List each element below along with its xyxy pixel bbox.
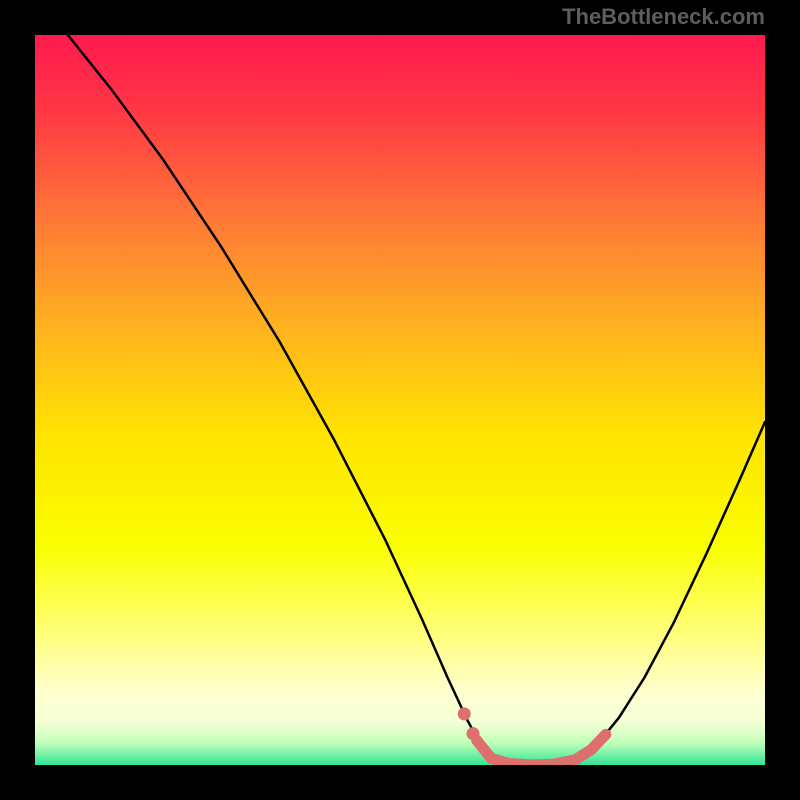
chart-svg: [35, 35, 765, 765]
highlight-dot: [467, 727, 480, 740]
highlight-dot: [458, 707, 471, 720]
chart-frame: TheBottleneck.com: [0, 0, 800, 800]
plot-area: [35, 35, 765, 765]
watermark-text: TheBottleneck.com: [562, 4, 765, 30]
